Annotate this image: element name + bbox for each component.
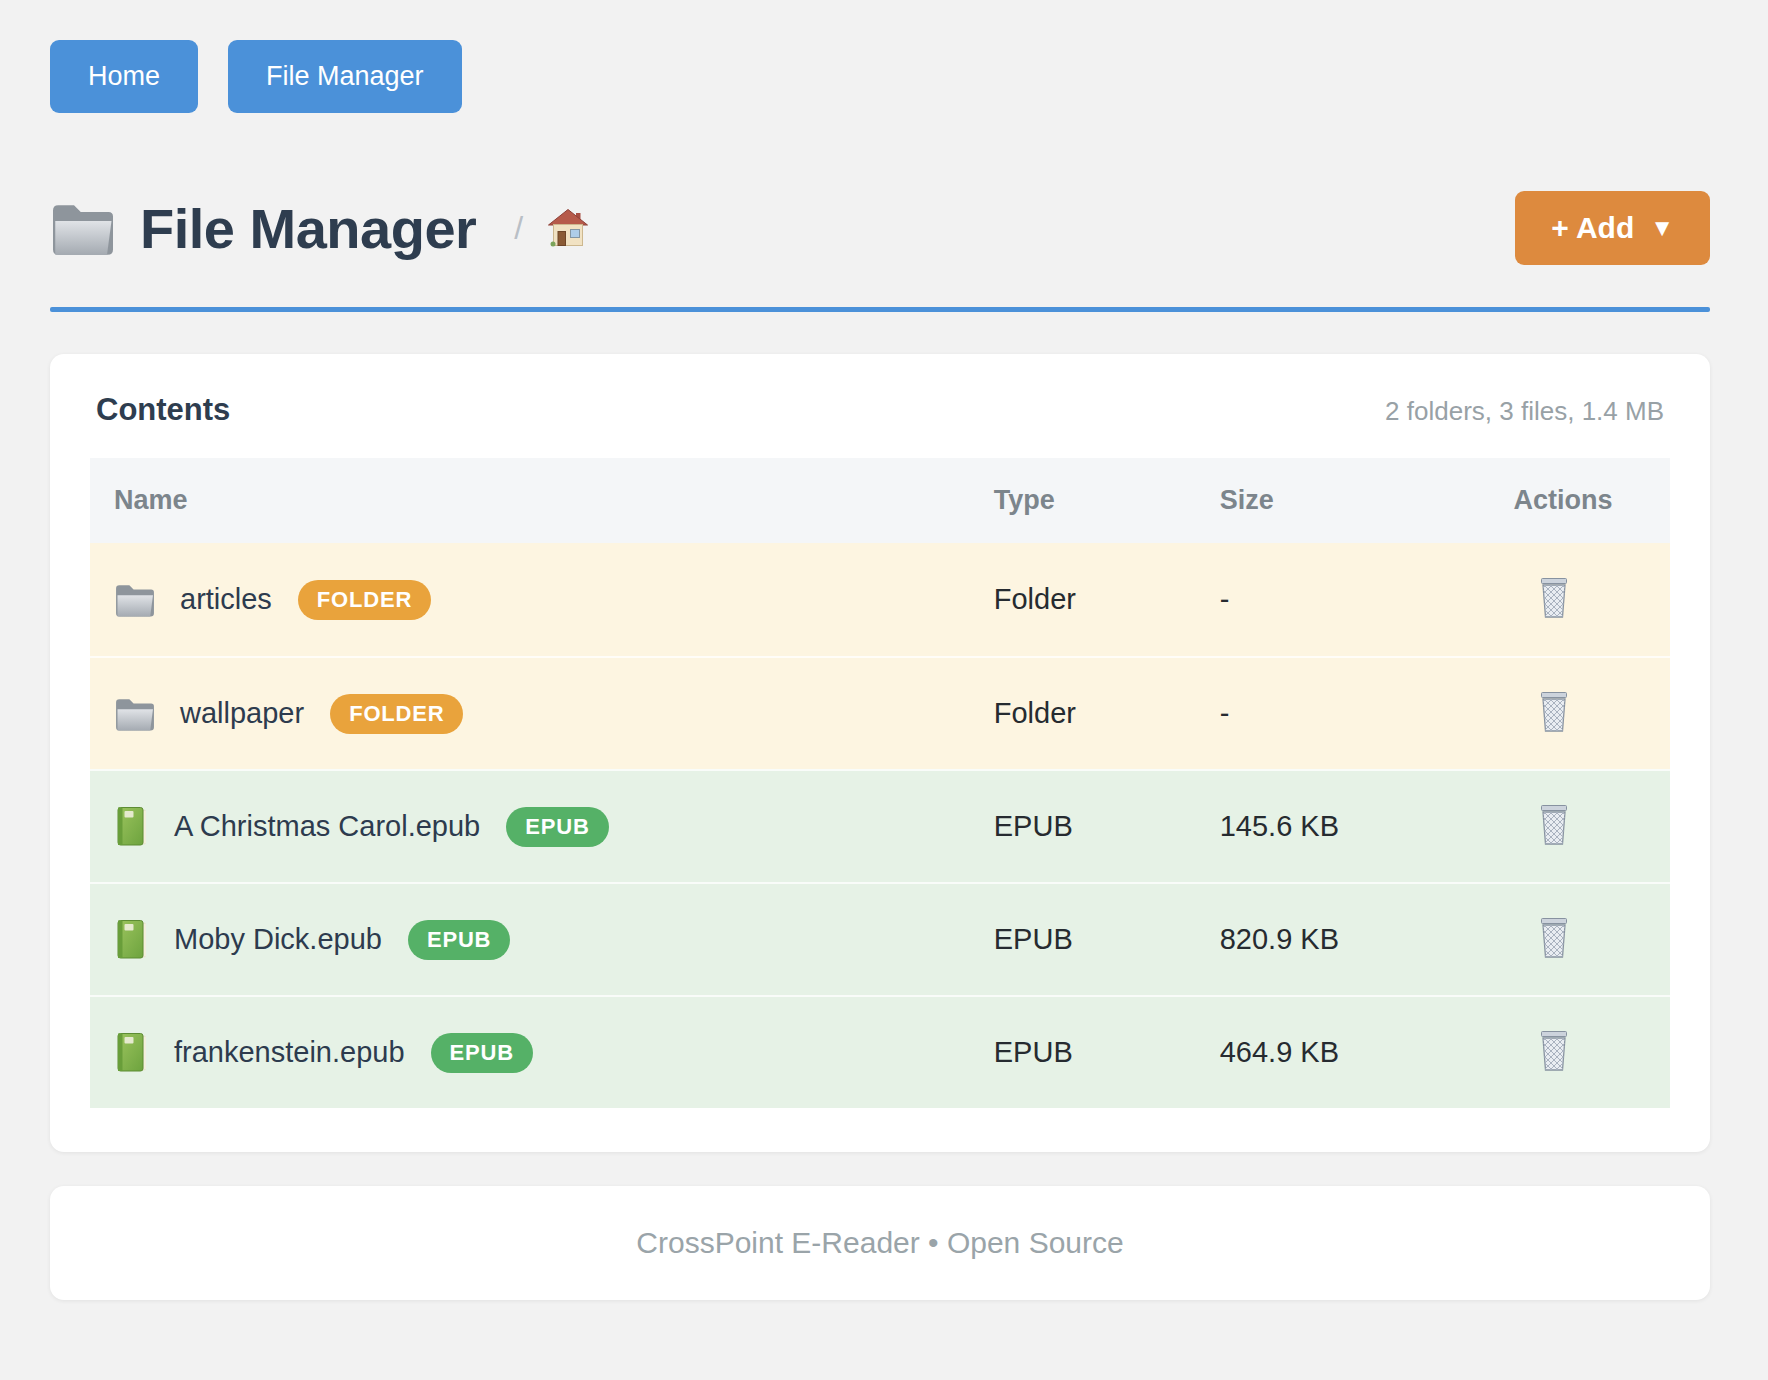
size-cell: 145.6 KB (1220, 810, 1514, 843)
trash-icon (1536, 577, 1572, 619)
footer-text: CrossPoint E-Reader • Open Source (636, 1226, 1123, 1259)
table-row: frankenstein.epub EPUB EPUB 464.9 KB (90, 995, 1670, 1108)
file-name[interactable]: Moby Dick.epub (174, 923, 382, 956)
size-cell: 464.9 KB (1220, 1036, 1514, 1069)
home-icon[interactable] (547, 208, 589, 248)
type-cell: Folder (994, 697, 1220, 730)
trash-icon (1536, 691, 1572, 733)
column-header-type: Type (994, 458, 1220, 543)
table-header-row: Name Type Size Actions (90, 458, 1670, 543)
contents-title: Contents (96, 392, 230, 428)
type-badge: FOLDER (330, 694, 463, 734)
table-row: wallpaper FOLDER Folder - (90, 656, 1670, 769)
type-cell: EPUB (994, 923, 1220, 956)
delete-button[interactable] (1536, 917, 1572, 959)
column-header-size: Size (1220, 458, 1514, 543)
trash-icon (1536, 804, 1572, 846)
delete-button[interactable] (1536, 804, 1572, 846)
table-row: articles FOLDER Folder - (90, 543, 1670, 656)
trash-icon (1536, 917, 1572, 959)
page-title: File Manager (140, 196, 476, 261)
type-cell: EPUB (994, 810, 1220, 843)
column-header-name: Name (90, 458, 994, 543)
column-header-actions: Actions (1514, 458, 1670, 543)
delete-button[interactable] (1536, 1030, 1572, 1072)
file-manager-button[interactable]: File Manager (228, 40, 462, 113)
file-name[interactable]: wallpaper (180, 697, 304, 730)
book-icon (114, 919, 150, 961)
table-body: articles FOLDER Folder - (90, 543, 1670, 1108)
divider (50, 307, 1710, 312)
trash-icon (1536, 1030, 1572, 1072)
size-cell: 820.9 KB (1220, 923, 1514, 956)
folder-icon (50, 200, 116, 257)
type-badge: EPUB (431, 1033, 533, 1073)
table-row: A Christmas Carol.epub EPUB EPUB 145.6 K… (90, 769, 1670, 882)
title-group: File Manager / (50, 196, 589, 261)
size-cell: - (1220, 697, 1514, 730)
footer-card: CrossPoint E-Reader • Open Source (50, 1186, 1710, 1300)
type-badge: EPUB (408, 920, 510, 960)
folder-icon (114, 582, 156, 618)
top-nav: Home File Manager (50, 40, 1710, 113)
contents-card-header: Contents 2 folders, 3 files, 1.4 MB (90, 392, 1670, 428)
type-badge: EPUB (506, 807, 608, 847)
file-name[interactable]: A Christmas Carol.epub (174, 810, 480, 843)
file-name[interactable]: articles (180, 583, 272, 616)
type-cell: Folder (994, 583, 1220, 616)
breadcrumb-separator: / (514, 210, 523, 247)
table-row: Moby Dick.epub EPUB EPUB 820.9 KB (90, 882, 1670, 995)
size-cell: - (1220, 583, 1514, 616)
page: Home File Manager File Manager / (0, 0, 1768, 1300)
type-badge: FOLDER (298, 580, 431, 620)
book-icon (114, 1032, 150, 1074)
book-icon (114, 806, 150, 848)
add-button-label: + Add (1551, 213, 1634, 243)
file-name[interactable]: frankenstein.epub (174, 1036, 405, 1069)
contents-summary: 2 folders, 3 files, 1.4 MB (1385, 396, 1664, 427)
home-button[interactable]: Home (50, 40, 198, 113)
contents-card: Contents 2 folders, 3 files, 1.4 MB Name… (50, 354, 1710, 1152)
folder-icon (114, 696, 156, 732)
add-button[interactable]: + Add ▼ (1515, 191, 1710, 265)
delete-button[interactable] (1536, 577, 1572, 619)
file-table: Name Type Size Actions articles FOLDER F… (90, 458, 1670, 1108)
chevron-down-icon: ▼ (1650, 216, 1674, 240)
page-header: File Manager / + Add ▼ (50, 191, 1710, 265)
delete-button[interactable] (1536, 691, 1572, 733)
type-cell: EPUB (994, 1036, 1220, 1069)
